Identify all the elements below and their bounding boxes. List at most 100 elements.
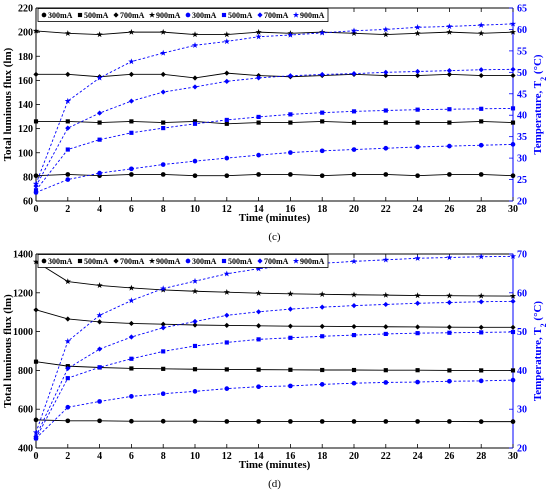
data-point	[65, 365, 71, 372]
data-point	[415, 120, 420, 125]
x-tick-label: 24	[413, 451, 423, 462]
data-point	[288, 335, 293, 340]
data-point	[510, 72, 516, 79]
data-point	[128, 284, 135, 291]
data-point	[65, 125, 71, 131]
data-point	[128, 58, 135, 65]
y-tick-label: 200	[18, 28, 33, 39]
data-point	[224, 70, 230, 76]
data-point	[256, 367, 261, 372]
series-line-temp-500mA	[35, 107, 514, 191]
x-tick-label: 8	[161, 204, 166, 215]
y-tick-label: 100	[18, 148, 33, 159]
data-point	[351, 71, 357, 77]
data-point	[351, 172, 357, 177]
data-point	[65, 172, 71, 177]
data-point	[256, 419, 261, 424]
data-point	[192, 343, 198, 349]
data-point	[478, 324, 484, 330]
series-line-flux-700mA	[36, 72, 513, 79]
panel-label: (c)	[268, 231, 281, 243]
data-point	[383, 368, 388, 373]
data-point	[128, 297, 135, 304]
data-point	[129, 119, 134, 124]
data-point	[350, 27, 358, 34]
y-right-tick-label: 35	[517, 132, 527, 143]
y-tick-label: 160	[18, 76, 33, 87]
data-point	[192, 173, 198, 179]
data-point	[65, 316, 71, 322]
y-right-tick-label: 50	[517, 327, 527, 338]
data-point	[33, 119, 39, 124]
data-point	[224, 312, 230, 318]
legend-label: 900mA	[156, 257, 181, 266]
data-point	[383, 331, 388, 337]
y-tick-label: 180	[18, 52, 33, 63]
data-point	[161, 366, 166, 371]
data-point	[160, 28, 167, 35]
y-axis-label: Total luminous flux (lm)	[2, 47, 14, 161]
data-point	[160, 321, 166, 327]
data-point	[414, 24, 421, 30]
data-point	[192, 84, 198, 90]
data-point	[255, 28, 262, 35]
x-tick-label: 18	[317, 204, 327, 215]
data-point	[129, 166, 134, 172]
data-point	[224, 155, 230, 161]
data-point	[256, 323, 262, 329]
data-point	[510, 106, 516, 111]
data-point	[191, 288, 199, 294]
data-point	[97, 120, 102, 125]
data-point	[479, 106, 484, 111]
data-point	[64, 278, 71, 285]
data-point	[319, 323, 325, 329]
data-point	[65, 177, 71, 182]
data-point	[479, 119, 484, 124]
data-point	[383, 301, 389, 308]
legend-marker	[41, 258, 47, 264]
legend-marker	[77, 258, 83, 264]
data-point	[97, 137, 102, 142]
x-tick-label: 0	[34, 204, 39, 215]
data-point	[161, 126, 166, 131]
legend-label: 500mA	[84, 257, 109, 266]
data-point	[510, 298, 516, 304]
x-tick-label: 18	[317, 451, 327, 462]
data-point	[96, 31, 103, 38]
data-point	[192, 322, 198, 328]
legend-label: 300mA	[48, 11, 73, 20]
data-point	[478, 419, 484, 424]
data-point	[382, 31, 389, 38]
y-right-axis-label: Temperature, T2 (°C)	[532, 301, 548, 402]
data-point	[446, 254, 453, 261]
y-tick-label: 120	[18, 124, 33, 135]
data-point	[351, 147, 357, 152]
data-point	[255, 265, 262, 272]
data-point	[191, 42, 199, 48]
data-point	[256, 120, 261, 125]
data-point	[383, 69, 389, 75]
data-point	[383, 419, 389, 424]
data-point	[97, 110, 103, 116]
x-tick-label: 6	[129, 451, 134, 462]
data-point	[351, 120, 357, 125]
data-point	[509, 292, 517, 299]
data-point	[319, 29, 326, 36]
legend-label: 700mA	[120, 11, 145, 20]
data-point	[96, 312, 103, 318]
data-point	[415, 173, 420, 179]
data-point	[128, 98, 134, 104]
legend-marker	[148, 257, 156, 264]
y-right-tick-label: 20	[517, 444, 527, 455]
x-tick-label: 20	[349, 451, 359, 462]
x-tick-label: 4	[97, 451, 102, 462]
data-point	[383, 145, 389, 151]
data-point	[65, 404, 71, 410]
data-point	[351, 367, 357, 373]
series-line-temp-300mA	[35, 143, 514, 193]
y-right-tick-label: 70	[517, 250, 527, 261]
panel-label: (d)	[268, 478, 281, 490]
x-tick-label: 28	[476, 204, 486, 215]
data-point	[383, 380, 389, 385]
data-point	[224, 419, 230, 424]
